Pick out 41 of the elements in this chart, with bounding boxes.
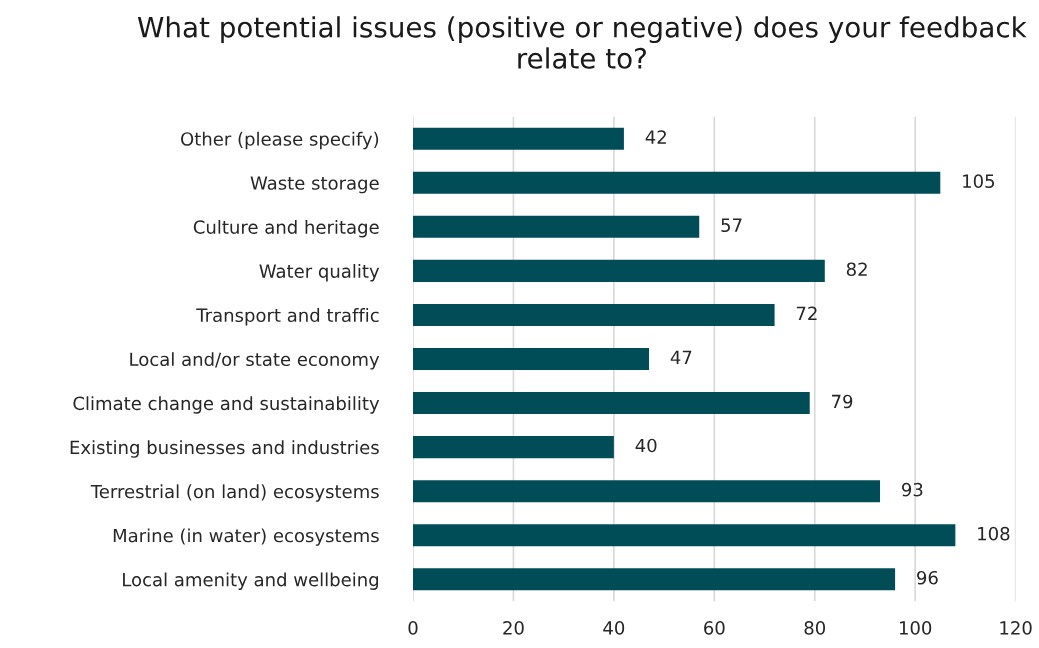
data-label: 42 xyxy=(645,130,666,144)
y-tick-label: Other (please specify) xyxy=(181,131,379,150)
data-label: 93 xyxy=(902,482,923,497)
y-tick-label: Waste storage xyxy=(250,176,379,194)
bar xyxy=(413,259,825,282)
data-label: 57 xyxy=(721,218,742,233)
y-tick-label: Existing businesses and industries xyxy=(70,440,379,458)
data-label: 47 xyxy=(670,350,692,364)
bar xyxy=(413,436,614,459)
x-tick-label: 20 xyxy=(503,621,524,635)
bar xyxy=(413,524,956,547)
data-label: 40 xyxy=(635,438,657,453)
x-tick-label: 60 xyxy=(704,621,725,635)
y-tick-label: Water quality xyxy=(259,264,380,282)
x-tick-label: 0 xyxy=(408,621,418,635)
data-label: 79 xyxy=(832,394,853,409)
data-label: 72 xyxy=(796,306,817,320)
bar xyxy=(413,303,775,326)
bar xyxy=(413,480,881,503)
y-tick-label: Terrestrial (on land) ecosystems xyxy=(90,484,379,502)
y-tick-label: Transport and traffic xyxy=(196,308,379,326)
data-label: 96 xyxy=(917,570,938,585)
y-tick-label: Culture and heritage xyxy=(193,219,379,238)
bar xyxy=(413,568,896,591)
x-tick-label: 120 xyxy=(1000,621,1032,635)
y-tick-label: Local and/or state economy xyxy=(130,352,380,370)
x-tick-label: 100 xyxy=(899,621,932,635)
y-tick-label: Local amenity and wellbeing xyxy=(123,572,379,590)
bar xyxy=(413,392,810,415)
x-tick-label: 80 xyxy=(804,621,826,635)
data-label: 82 xyxy=(846,262,867,277)
bar xyxy=(413,347,650,371)
data-label: 108 xyxy=(978,526,1010,541)
chart-title: What potential issues (positive or negative) does your feedback relate to? xyxy=(137,16,1027,69)
bar xyxy=(413,127,624,150)
bar xyxy=(413,215,700,238)
y-tick-label: Climate change and sustainability xyxy=(73,396,380,414)
bar xyxy=(413,171,941,194)
x-tick-label: 40 xyxy=(603,621,625,635)
data-label: 105 xyxy=(963,174,995,188)
y-tick-label: Marine (in water) ecosystems xyxy=(113,528,379,546)
